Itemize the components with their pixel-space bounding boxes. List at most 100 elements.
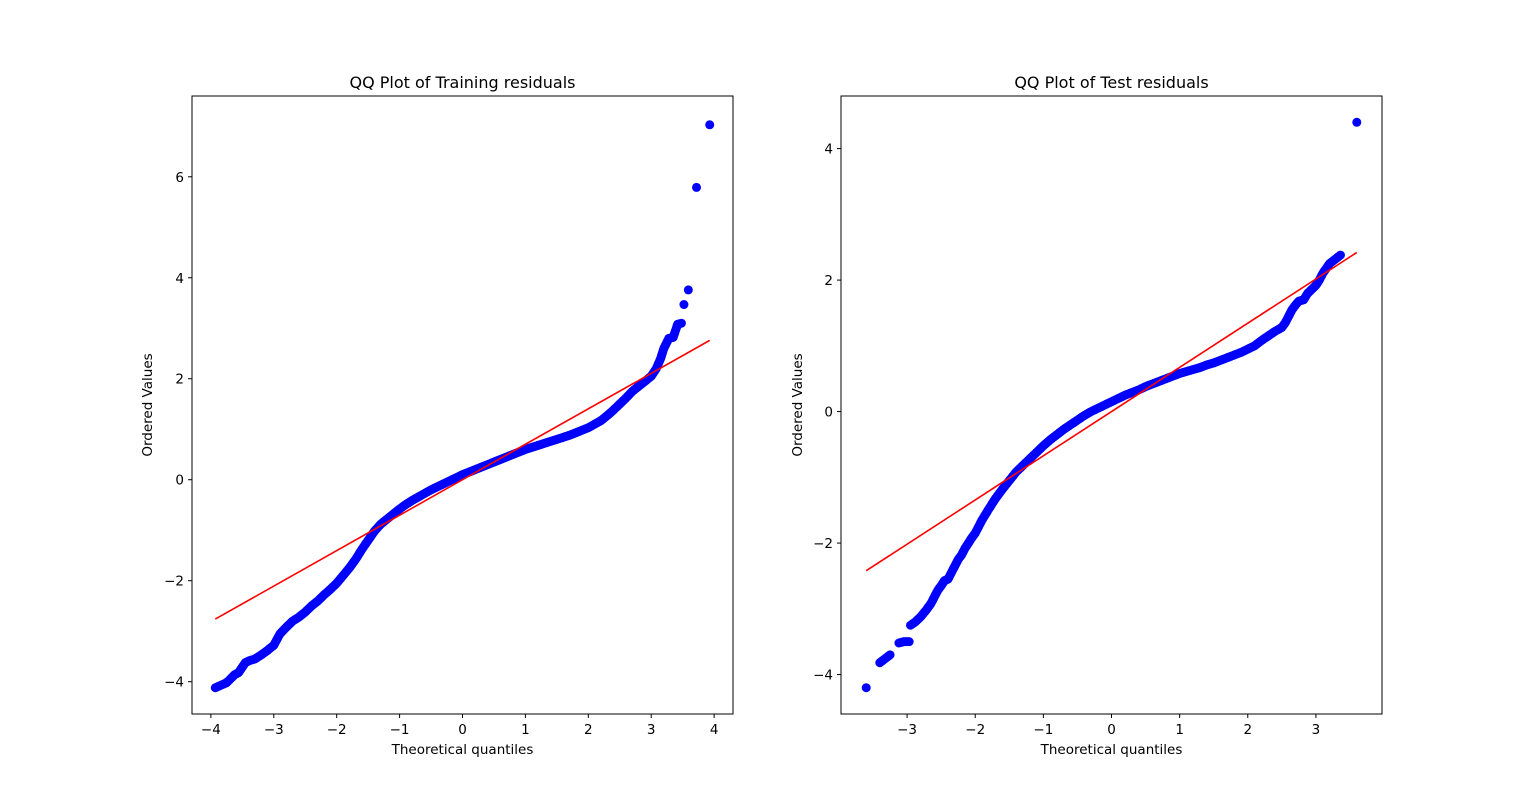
data-point: [338, 571, 348, 581]
fit-line: [865, 251, 1358, 572]
data-point: [1202, 360, 1212, 370]
data-point: [344, 563, 354, 573]
data-point: [262, 645, 272, 655]
data-point: [991, 493, 1001, 503]
data-point: [1250, 341, 1260, 351]
x-tick-label: −3: [897, 722, 917, 738]
data-point: [313, 596, 323, 606]
data-point: [1175, 368, 1185, 378]
y-tick-label: −4: [164, 675, 184, 691]
data-point: [668, 332, 678, 342]
data-point: [676, 318, 686, 328]
x-tick-label: 2: [1243, 722, 1252, 738]
data-point: [615, 399, 625, 409]
data-point: [1352, 117, 1362, 127]
data-point: [1086, 407, 1096, 417]
data-point: [1113, 393, 1123, 403]
y-tick-label: 0: [175, 473, 184, 489]
data-point: [1093, 403, 1103, 413]
data-point: [1335, 250, 1345, 260]
y-tick-label: 6: [175, 170, 184, 186]
data-point: [916, 612, 926, 622]
x-tick-label: −2: [327, 722, 347, 738]
data-point: [1032, 447, 1042, 457]
data-point: [861, 683, 871, 693]
plot-area: −4 −3 −2 −1 0 1 2 3 4 −4 −2 0 2 4 6: [164, 120, 718, 738]
y-tick-label: −2: [164, 574, 184, 590]
data-point: [659, 343, 669, 353]
data-point: [256, 650, 266, 660]
x-axis-label: Theoretical quantiles: [1040, 742, 1183, 758]
data-point: [1161, 374, 1171, 384]
chart-test-residuals: QQ Plot of Test residuals −3 −2 −1 0 1 2 3 −4 −2…: [790, 73, 1383, 758]
data-point: [1045, 435, 1055, 445]
data-point: [222, 678, 232, 688]
data-point: [1263, 331, 1273, 341]
data-point: [1025, 454, 1035, 464]
data-point: [608, 405, 618, 415]
data-point: [1120, 390, 1130, 400]
data-point: [351, 555, 361, 564]
data-point: [656, 354, 666, 364]
y-tick-label: −4: [813, 668, 833, 684]
data-point: [1270, 326, 1280, 336]
data-point: [1127, 388, 1137, 398]
data-point: [627, 386, 637, 396]
x-tick-label: 3: [647, 722, 656, 738]
x-tick-label: 1: [521, 722, 530, 738]
x-tick-label: −2: [965, 722, 985, 738]
y-tick-label: 4: [175, 271, 184, 287]
data-point: [621, 393, 631, 403]
plot-area: −3 −2 −1 0 1 2 3 −4 −2 0 2 4: [813, 117, 1362, 738]
data-point: [1059, 424, 1069, 434]
x-tick-label: 4: [710, 722, 719, 738]
data-point: [1216, 355, 1226, 365]
data-point: [332, 578, 342, 588]
data-point: [275, 629, 285, 639]
data-point: [1256, 336, 1266, 346]
fit-line: [214, 339, 711, 620]
axes-frame: [840, 95, 1383, 715]
y-tick-label: 0: [824, 405, 833, 421]
x-tick-label: 1: [1175, 722, 1184, 738]
data-point: [1004, 476, 1014, 486]
x-tick-label: −4: [201, 722, 221, 738]
y-tick-label: −2: [813, 536, 833, 552]
data-point: [1188, 364, 1198, 374]
data-point: [395, 504, 405, 514]
data-point: [1100, 400, 1110, 410]
data-point: [319, 590, 329, 600]
x-tick-label: −3: [264, 722, 284, 738]
data-point: [1325, 259, 1335, 269]
chart-title: QQ Plot of Test residuals: [1014, 73, 1208, 92]
data-point: [1209, 358, 1219, 368]
data-point: [300, 607, 310, 617]
data-point: [1038, 441, 1048, 451]
data-point: [885, 650, 895, 660]
y-tick-label: 4: [824, 142, 833, 158]
x-tick-label: −1: [1033, 722, 1053, 738]
data-point: [269, 640, 279, 650]
data-point: [1181, 366, 1191, 376]
data-point: [921, 605, 931, 615]
chart-training-residuals: QQ Plot of Training residuals −4 −3 −2 −1 0 1…: [140, 73, 734, 758]
data-point: [705, 120, 715, 130]
data-point: [904, 637, 914, 647]
data-point: [679, 300, 689, 310]
data-point: [1195, 363, 1205, 373]
x-tick-label: 3: [1312, 722, 1321, 738]
chart-title: QQ Plot of Training residuals: [350, 73, 576, 92]
data-point: [683, 285, 693, 295]
x-tick-label: 2: [584, 722, 593, 738]
y-tick-label: 2: [175, 372, 184, 388]
data-point: [1072, 415, 1082, 425]
x-axis-label: Theoretical quantiles: [391, 742, 534, 758]
axes-frame: [191, 95, 734, 715]
data-point: [1066, 420, 1076, 430]
data-point: [997, 484, 1007, 494]
data-point: [1229, 350, 1239, 360]
data-point: [357, 544, 367, 554]
data-point: [363, 535, 373, 545]
data-point: [634, 381, 644, 391]
y-axis-label: Ordered Values: [140, 353, 156, 456]
